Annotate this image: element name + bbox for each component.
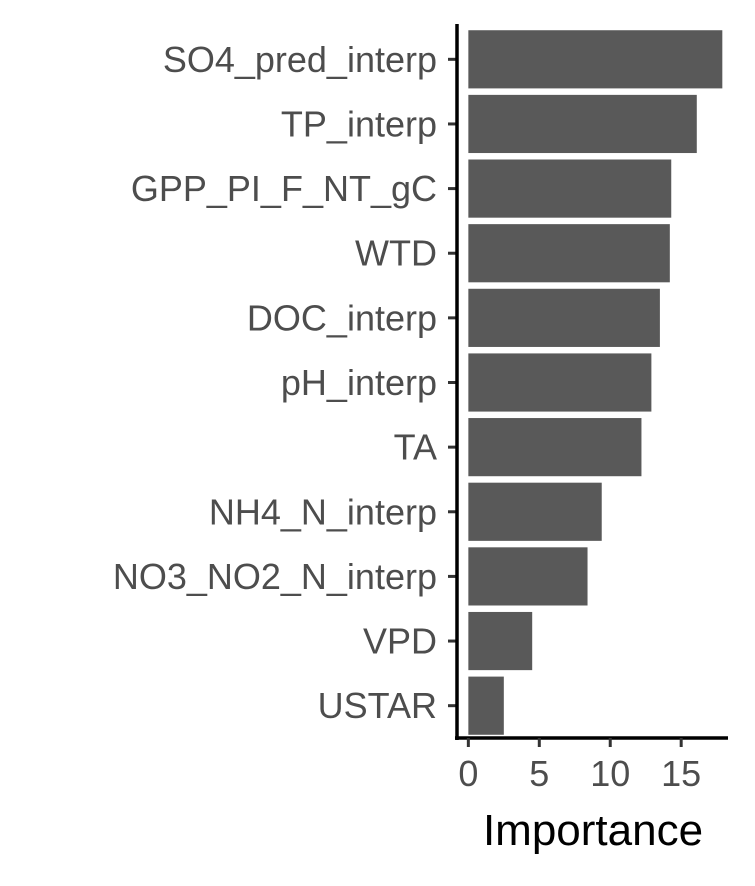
bar-TA: [468, 418, 642, 477]
y-tick-label: SO4_pred_interp: [163, 39, 437, 80]
x-tick-label: 5: [529, 753, 549, 794]
y-tick-label: USTAR: [318, 685, 437, 726]
bar-VPD: [468, 611, 533, 671]
x-tick-label: 0: [458, 753, 478, 794]
bar-SO4_pred_interp: [468, 30, 723, 89]
y-tick-label: VPD: [363, 621, 437, 662]
y-tick-label: TP_interp: [281, 103, 437, 144]
bar-GPP_PI_F_NT_gC: [468, 159, 672, 218]
bar-NH4_N_interp: [468, 482, 602, 541]
y-tick-label: NO3_NO2_N_interp: [113, 556, 437, 597]
y-tick-label: TA: [394, 427, 437, 468]
y-tick-label: DOC_interp: [247, 297, 437, 338]
bar-DOC_interp: [468, 288, 660, 347]
bar-pH_interp: [468, 353, 652, 412]
y-tick-label: WTD: [355, 233, 437, 274]
x-axis: 0 5 10 15: [455, 736, 728, 794]
x-tick-label: 10: [590, 753, 630, 794]
bar-USTAR: [468, 676, 504, 735]
y-axis: SO4_pred_interp TP_interp GPP_PI_F_NT_gC WT…: [113, 24, 459, 740]
bar-WTD: [468, 224, 670, 283]
y-tick-label: NH4_N_interp: [209, 491, 437, 532]
y-tick-label: pH_interp: [281, 362, 437, 403]
y-tick-label: GPP_PI_F_NT_gC: [131, 168, 437, 209]
x-tick-label: 15: [661, 753, 701, 794]
bars-layer: [468, 30, 723, 735]
x-axis-title: Importance: [483, 806, 703, 855]
bar-NO3_NO2_N_interp: [468, 547, 588, 606]
bar-TP_interp: [468, 94, 697, 154]
